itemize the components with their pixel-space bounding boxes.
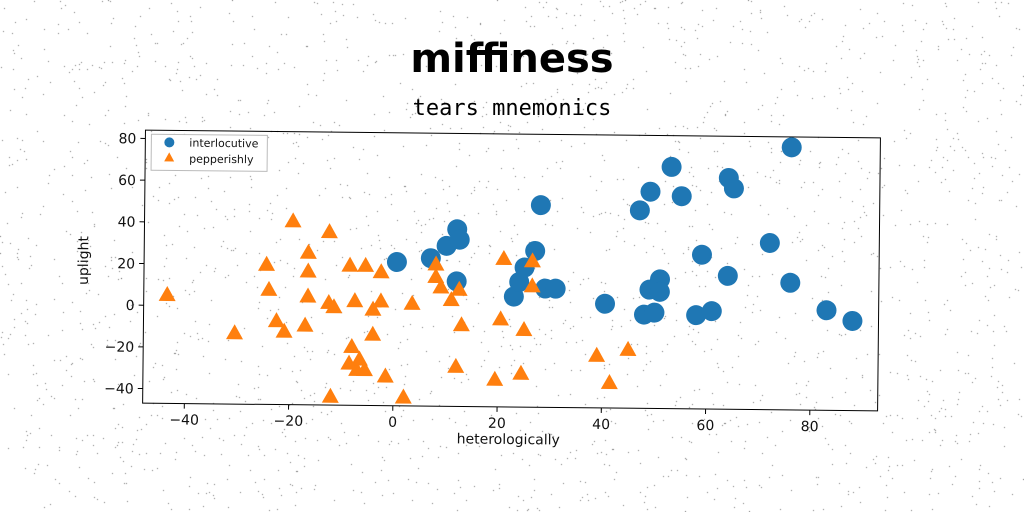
point-pepperishly — [268, 312, 285, 327]
point-pepperishly — [373, 263, 390, 278]
point-pepperishly — [258, 256, 275, 271]
plot-area — [143, 130, 881, 411]
point-pepperishly — [300, 244, 317, 259]
point-pepperishly — [486, 371, 503, 386]
point-pepperishly — [300, 262, 317, 277]
point-pepperishly — [447, 358, 464, 373]
point-pepperishly — [512, 365, 529, 380]
point-pepperishly — [453, 316, 470, 331]
point-pepperishly — [226, 324, 243, 339]
point-pepperishly — [364, 326, 381, 341]
point-pepperishly — [619, 341, 636, 356]
x-tick-label: −40 — [169, 412, 199, 428]
y-tick-label: 0 — [126, 298, 135, 314]
y-tick-label: 40 — [118, 215, 136, 231]
point-pepperishly — [395, 388, 412, 403]
x-tick-label: 80 — [801, 419, 819, 435]
legend: interlocutive pepperishly — [151, 134, 267, 171]
point-pepperishly — [346, 292, 363, 307]
point-pepperishly — [296, 317, 313, 332]
point-pepperishly — [588, 347, 605, 362]
point-pepperishly — [495, 250, 512, 265]
point-pepperishly — [377, 367, 394, 382]
y-tick-label: 80 — [118, 131, 136, 147]
point-interlocutive — [531, 195, 551, 215]
y-tick-label: 60 — [118, 173, 136, 189]
point-pepperishly — [322, 388, 339, 403]
data-points — [158, 131, 865, 409]
point-interlocutive — [630, 200, 650, 220]
legend-label-pepperishly: pepperishly — [189, 153, 254, 167]
point-pepperishly — [492, 310, 509, 325]
point-interlocutive — [595, 294, 615, 314]
x-tick-label: 20 — [488, 416, 506, 432]
y-axis-label: uplight — [76, 236, 93, 285]
point-pepperishly — [515, 321, 532, 336]
legend-label-interlocutive: interlocutive — [189, 137, 258, 151]
x-tick-label: 60 — [696, 418, 714, 434]
point-interlocutive — [782, 137, 802, 157]
point-interlocutive — [718, 266, 738, 286]
point-pepperishly — [372, 292, 389, 307]
point-interlocutive — [387, 252, 407, 272]
point-pepperishly — [260, 281, 277, 296]
point-pepperishly — [601, 374, 618, 389]
x-axis-label: heterologically — [457, 431, 560, 448]
y-tick-label: −40 — [104, 381, 134, 397]
x-tick-label: −20 — [274, 414, 304, 430]
point-interlocutive — [692, 245, 712, 265]
point-pepperishly — [343, 338, 360, 353]
point-interlocutive — [640, 182, 660, 202]
point-interlocutive — [662, 157, 682, 177]
point-pepperishly — [159, 286, 176, 301]
y-tick-label: 20 — [117, 256, 135, 272]
point-pepperishly — [299, 287, 316, 302]
y-tick-label: −20 — [105, 339, 135, 355]
point-interlocutive — [760, 233, 780, 253]
point-pepperishly — [357, 257, 374, 272]
point-interlocutive — [780, 273, 800, 293]
x-tick-label: 0 — [388, 415, 397, 431]
point-interlocutive — [842, 311, 862, 331]
point-interlocutive — [672, 186, 692, 206]
point-interlocutive — [816, 300, 836, 320]
point-pepperishly — [404, 295, 421, 310]
point-pepperishly — [341, 257, 358, 272]
point-pepperishly — [321, 223, 338, 238]
point-pepperishly — [285, 212, 302, 227]
x-tick-label: 40 — [592, 417, 610, 433]
